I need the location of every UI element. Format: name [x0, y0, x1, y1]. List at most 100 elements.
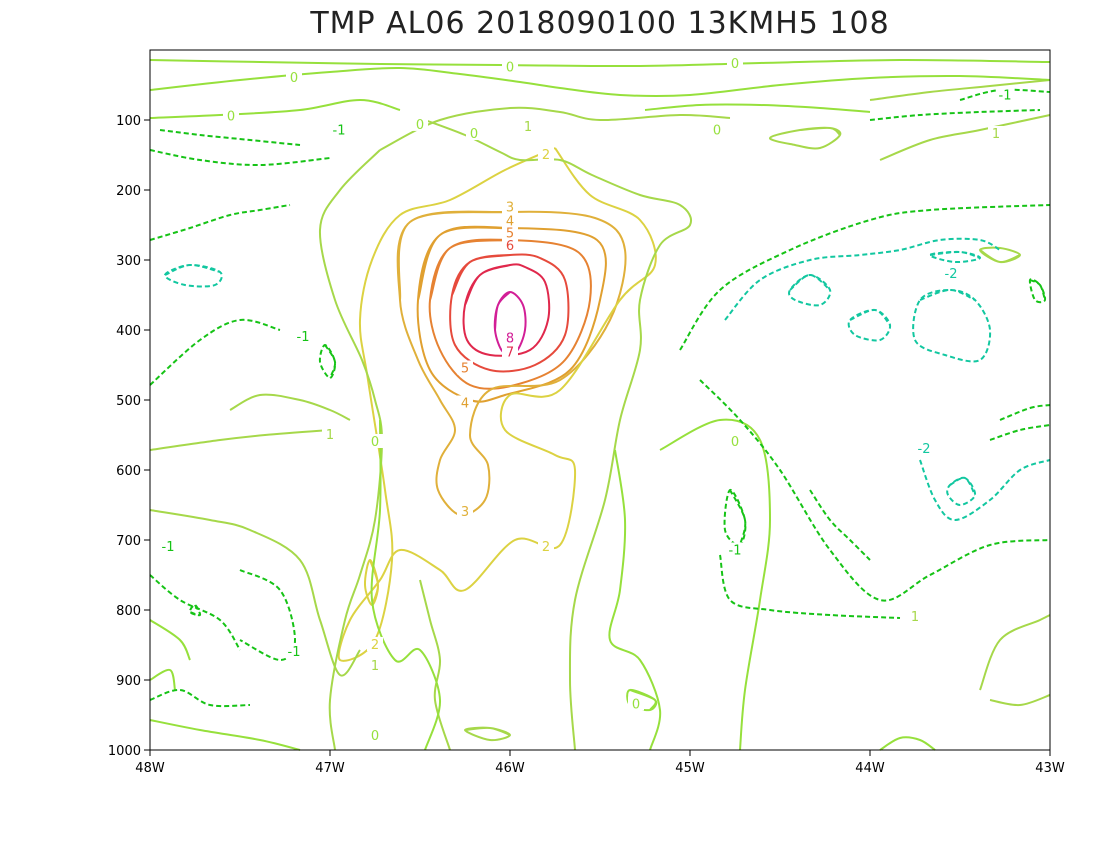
contour-label: -1: [999, 89, 1012, 104]
contour-label: -1: [288, 645, 301, 660]
contour-line: [149, 318, 281, 386]
contour-line: [370, 419, 442, 751]
contour-line: [164, 263, 223, 288]
contour-label-bg: [538, 539, 554, 553]
contour-label: 5: [461, 362, 469, 377]
contour-line: [719, 554, 901, 619]
contour-line: [318, 149, 384, 751]
y-tick-label: 1000: [108, 744, 141, 759]
contour-label-bg: [331, 122, 347, 137]
y-tick-label: 800: [116, 604, 141, 619]
contour-line: [149, 429, 331, 451]
contour-label: 8: [506, 331, 514, 346]
contour-line: [149, 66, 1051, 98]
y-tick-label: 200: [116, 184, 141, 199]
contour-label-bg: [160, 539, 176, 553]
contour-line: [869, 79, 1051, 101]
contour-line: [847, 308, 892, 342]
contour-line: [149, 619, 191, 661]
contour-line: [946, 476, 977, 507]
contour-label: 1: [911, 610, 919, 625]
contour-label: 0: [632, 698, 640, 713]
y-tick-label: 300: [116, 254, 141, 269]
contour-label-bg: [502, 238, 518, 252]
y-tick-label: 900: [116, 674, 141, 689]
x-tick-label: 47W: [315, 761, 345, 776]
contour-line: [879, 114, 1051, 161]
contour-line: [659, 418, 772, 751]
contour-label: 1: [326, 428, 334, 443]
contour-label-bg: [907, 609, 923, 623]
contour-label-bg: [502, 225, 518, 240]
contour-label: -2: [918, 442, 931, 457]
contour-line: [428, 238, 592, 390]
y-axis: 100 200 300 400 500 600 700 800 900 1000: [108, 114, 150, 759]
contour-label-bg: [466, 126, 482, 140]
x-tick-label: 45W: [675, 761, 705, 776]
contour-label-bg: [520, 119, 536, 133]
contour-label: 1: [524, 120, 532, 135]
contour-line: [493, 290, 527, 356]
contour-line: [188, 604, 202, 617]
contour-line: [149, 668, 176, 691]
x-tick-label: 44W: [855, 761, 885, 776]
contour-line: [149, 574, 241, 651]
contour-label-bg: [367, 728, 383, 742]
contour-label: -1: [333, 124, 346, 139]
contour-label: 2: [542, 540, 550, 555]
contour-label: -1: [729, 544, 742, 559]
contour-label: 1: [992, 127, 1000, 142]
contour-label: 2: [371, 638, 379, 653]
contour-label: 5: [506, 226, 514, 241]
contour-line: [462, 263, 551, 357]
y-tick-label: 100: [116, 114, 141, 129]
contour-label-bg: [727, 56, 743, 70]
contour-label: 0: [290, 71, 298, 86]
contour-line: [396, 210, 627, 517]
contour-line: [1028, 278, 1047, 304]
contour-label: 0: [470, 127, 478, 142]
x-tick-label: 43W: [1035, 761, 1065, 776]
contour-label-bg: [628, 696, 644, 711]
contour-line: [149, 98, 401, 119]
contour-line: [449, 253, 570, 373]
contour-label-bg: [538, 147, 554, 161]
contour-line: [978, 246, 1022, 264]
contour-label: 3: [506, 201, 514, 216]
contour-label: 2: [542, 148, 550, 163]
contour-line: [363, 558, 380, 607]
contour-line: [379, 106, 731, 151]
contour-label-bg: [286, 644, 302, 658]
contour-label-bg: [916, 441, 932, 455]
contour-label-bg: [457, 395, 473, 410]
y-tick-label: 400: [116, 324, 141, 339]
contour-label: 0: [371, 435, 379, 450]
y-tick-label: 700: [116, 534, 141, 549]
contour-label-bg: [709, 122, 725, 137]
contour-label: -1: [297, 330, 310, 345]
contour-label: 1: [371, 659, 379, 674]
contour-label: 0: [731, 57, 739, 72]
contour-label: 3: [461, 505, 469, 520]
contour-line: [318, 343, 337, 380]
contour-label: -2: [945, 267, 958, 282]
contour-label-bg: [502, 330, 518, 345]
contour-label: 0: [371, 729, 379, 744]
contour-line: [879, 736, 936, 751]
contour-label-bg: [727, 434, 743, 448]
contour-label-bg: [502, 344, 518, 359]
contour-line: [416, 225, 607, 403]
contour-line: [928, 250, 982, 264]
contour-line: [337, 147, 657, 662]
contour-line: [919, 459, 1051, 522]
contour-label-bg: [322, 427, 338, 441]
contour-line: [239, 569, 297, 662]
contour-line: [679, 204, 1051, 351]
contour-label: 0: [713, 124, 721, 139]
x-axis: 48W 47W 46W 45W 44W 43W: [135, 750, 1065, 776]
contour-line: [979, 614, 1051, 691]
contour-line: [788, 273, 832, 307]
contour-label: 7: [506, 345, 514, 360]
contour-label-bg: [502, 199, 518, 214]
